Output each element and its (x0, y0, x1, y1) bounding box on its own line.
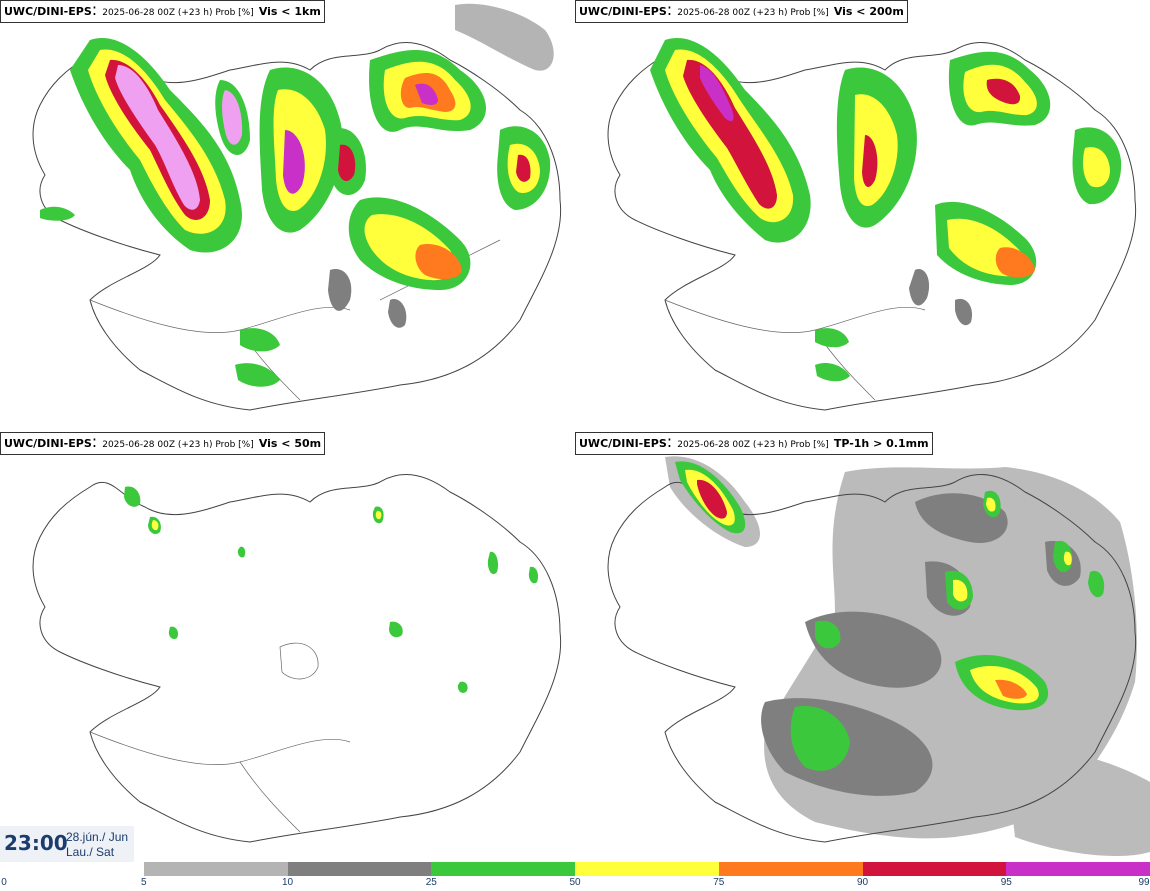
colorbar-tick-label: 95 (1000, 877, 1012, 888)
colorbar-tick-label: 99 (1138, 877, 1150, 888)
iceland-map (32, 3, 562, 411)
run-info: 2025-06-28 00Z (+23 h) Prob [%] (677, 8, 829, 18)
colorbar-segment (287, 862, 432, 876)
probability-field (124, 486, 539, 693)
colorbar-tick-label: 0 (1, 877, 7, 888)
model-name: UWC/DINI-EPS (579, 5, 667, 18)
panel-title: UWC/DINI-EPS: 2025-06-28 00Z (+23 h) Pro… (0, 0, 325, 23)
panel-title: UWC/DINI-EPS: 2025-06-28 00Z (+23 h) Pro… (0, 432, 326, 455)
colorbar-tick-label: 90 (856, 877, 869, 888)
run-info: 2025-06-28 00Z (+23 h) Prob [%] (102, 8, 254, 18)
run-info: 2025-06-28 00Z (+23 h) Prob [%] (677, 440, 829, 450)
iceland-map (607, 38, 1137, 411)
panel-title: UWC/DINI-EPS: 2025-06-28 00Z (+23 h) Pro… (575, 432, 933, 455)
probability-field (650, 38, 1122, 382)
model-name: UWC/DINI-EPS (4, 437, 92, 450)
iceland-map (32, 474, 562, 843)
map-panel-vis-50m: UWC/DINI-EPS: 2025-06-28 00Z (+23 h) Pro… (0, 432, 575, 864)
parameter-label: Vis < 200m (833, 5, 904, 18)
probability-colorbar: 0 5 10 25 50 75 90 95 99 (0, 862, 1150, 891)
model-name: UWC/DINI-EPS (579, 437, 667, 450)
colorbar-tick-label: 10 (281, 877, 294, 888)
valid-weekday: Lau./ Sat (66, 845, 115, 859)
probability-field (675, 461, 1105, 771)
parameter-label: Vis < 1km (258, 5, 321, 18)
colorbar-segment (1006, 862, 1150, 876)
map-panel-vis-200m: UWC/DINI-EPS: 2025-06-28 00Z (+23 h) Pro… (575, 0, 1150, 432)
colorbar-tick-label: 25 (425, 877, 437, 888)
colorbar-segment (862, 862, 1007, 876)
colorbar-segment (0, 862, 144, 876)
iceland-map (607, 456, 1150, 857)
colorbar-tick-label: 5 (140, 877, 147, 888)
run-info: 2025-06-28 00Z (+23 h) Prob [%] (102, 440, 254, 450)
map-panel-vis-1km: UWC/DINI-EPS: 2025-06-28 00Z (+23 h) Pro… (0, 0, 575, 432)
probability-field (40, 38, 551, 387)
valid-time-box: 23:00 28.jún./ Jun Lau./ Sat (0, 826, 134, 862)
map-panel-precip: UWC/DINI-EPS: 2025-06-28 00Z (+23 h) Pro… (575, 432, 1150, 864)
colorbar-segment (718, 862, 863, 876)
parameter-label: Vis < 50m (258, 437, 322, 450)
colorbar-segment (143, 862, 288, 876)
panel-title: UWC/DINI-EPS: 2025-06-28 00Z (+23 h) Pro… (575, 0, 908, 23)
valid-date: 28.jún./ Jun (66, 830, 129, 844)
model-name: UWC/DINI-EPS (4, 5, 92, 18)
valid-time: 23:00 (4, 831, 68, 855)
colorbar-segment (575, 862, 719, 876)
parameter-label: TP-1h > 0.1mm (833, 437, 929, 450)
colorbar-segment (431, 862, 575, 876)
colorbar-tick-label: 50 (569, 877, 581, 888)
colorbar-tick-label: 75 (713, 877, 725, 888)
